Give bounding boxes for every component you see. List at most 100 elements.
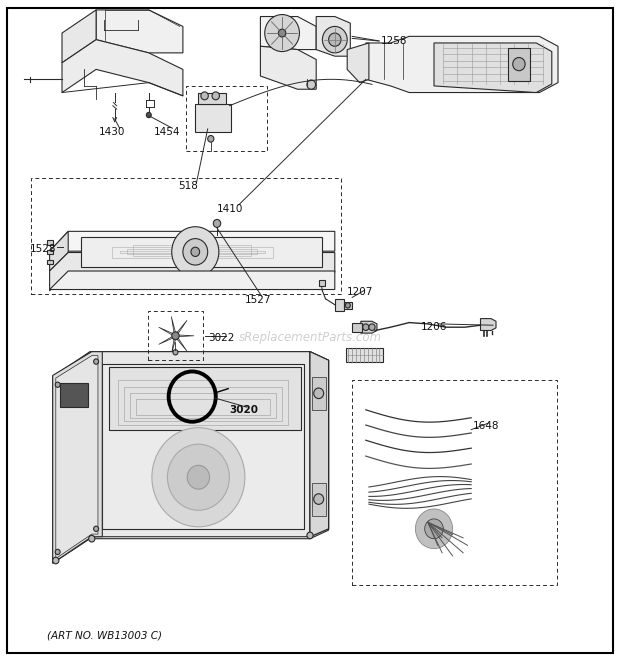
Polygon shape xyxy=(50,253,335,291)
Circle shape xyxy=(212,92,219,100)
Bar xyxy=(198,93,226,104)
Circle shape xyxy=(278,29,286,37)
Bar xyxy=(136,399,270,415)
Text: 1527: 1527 xyxy=(245,295,272,305)
Polygon shape xyxy=(260,46,316,89)
Circle shape xyxy=(152,428,245,527)
Bar xyxy=(124,387,282,422)
Bar xyxy=(148,311,203,360)
Polygon shape xyxy=(434,43,552,93)
Bar xyxy=(60,383,88,407)
Bar xyxy=(352,380,557,585)
Bar xyxy=(31,178,341,294)
Polygon shape xyxy=(50,231,68,271)
Polygon shape xyxy=(316,17,350,56)
Polygon shape xyxy=(159,336,173,344)
Bar xyxy=(47,260,53,264)
Circle shape xyxy=(172,332,179,340)
Circle shape xyxy=(363,324,369,330)
Polygon shape xyxy=(159,327,173,335)
Bar xyxy=(312,377,326,410)
Bar xyxy=(130,393,276,418)
Circle shape xyxy=(167,444,229,510)
Circle shape xyxy=(329,33,341,46)
Polygon shape xyxy=(260,17,316,50)
Circle shape xyxy=(425,519,443,539)
Circle shape xyxy=(369,324,375,330)
Bar xyxy=(47,250,53,254)
Circle shape xyxy=(314,388,324,399)
Circle shape xyxy=(213,219,221,227)
Polygon shape xyxy=(53,352,102,563)
Circle shape xyxy=(513,58,525,71)
Polygon shape xyxy=(102,364,304,529)
Circle shape xyxy=(55,549,60,555)
Bar xyxy=(186,86,267,151)
Circle shape xyxy=(183,239,208,265)
Bar xyxy=(195,104,231,132)
Text: 1207: 1207 xyxy=(347,287,374,297)
Circle shape xyxy=(172,227,219,277)
Polygon shape xyxy=(171,338,175,355)
Circle shape xyxy=(265,15,299,52)
Polygon shape xyxy=(310,352,329,537)
Polygon shape xyxy=(480,319,496,330)
Bar xyxy=(112,247,273,258)
Text: 1430: 1430 xyxy=(99,127,126,137)
Text: sReplacementParts.com: sReplacementParts.com xyxy=(239,330,381,344)
Polygon shape xyxy=(50,271,335,290)
Circle shape xyxy=(208,136,214,142)
Circle shape xyxy=(173,350,178,355)
Polygon shape xyxy=(53,352,329,563)
Polygon shape xyxy=(310,352,329,537)
Bar xyxy=(47,240,53,245)
Bar xyxy=(319,280,325,286)
Text: 1258: 1258 xyxy=(381,36,408,46)
Circle shape xyxy=(89,535,95,542)
Circle shape xyxy=(191,247,200,256)
Text: 1454: 1454 xyxy=(154,127,180,137)
Polygon shape xyxy=(366,36,558,93)
Bar xyxy=(120,251,265,253)
Text: 1528: 1528 xyxy=(30,244,56,254)
Circle shape xyxy=(307,532,313,539)
Circle shape xyxy=(201,92,208,100)
Text: (ART NO. WB13003 C): (ART NO. WB13003 C) xyxy=(47,631,162,641)
Bar xyxy=(312,483,326,516)
Bar xyxy=(118,380,288,425)
Circle shape xyxy=(146,112,151,118)
Polygon shape xyxy=(347,43,369,83)
Polygon shape xyxy=(171,317,175,333)
Polygon shape xyxy=(56,356,98,559)
Circle shape xyxy=(307,80,316,89)
Bar xyxy=(133,245,251,256)
Circle shape xyxy=(187,465,210,489)
Polygon shape xyxy=(177,338,187,351)
Circle shape xyxy=(322,26,347,53)
Polygon shape xyxy=(335,299,344,311)
Polygon shape xyxy=(96,10,183,53)
Bar xyxy=(127,249,257,254)
Circle shape xyxy=(415,509,453,549)
Text: 3020: 3020 xyxy=(229,405,259,415)
Bar xyxy=(352,323,362,332)
Circle shape xyxy=(314,494,324,504)
Circle shape xyxy=(55,382,60,387)
Bar xyxy=(346,348,383,362)
Text: 1410: 1410 xyxy=(217,204,244,214)
Polygon shape xyxy=(179,335,194,336)
Polygon shape xyxy=(508,48,530,81)
Text: 3022: 3022 xyxy=(208,333,235,344)
Polygon shape xyxy=(62,10,96,63)
Polygon shape xyxy=(62,40,183,96)
Circle shape xyxy=(94,526,99,531)
Text: 1206: 1206 xyxy=(420,321,447,332)
Circle shape xyxy=(94,359,99,364)
Polygon shape xyxy=(177,321,187,334)
Bar xyxy=(344,302,352,309)
Text: 1648: 1648 xyxy=(472,421,499,432)
Polygon shape xyxy=(50,231,335,251)
Text: 518: 518 xyxy=(179,181,198,192)
Circle shape xyxy=(53,557,59,564)
Polygon shape xyxy=(108,367,301,430)
